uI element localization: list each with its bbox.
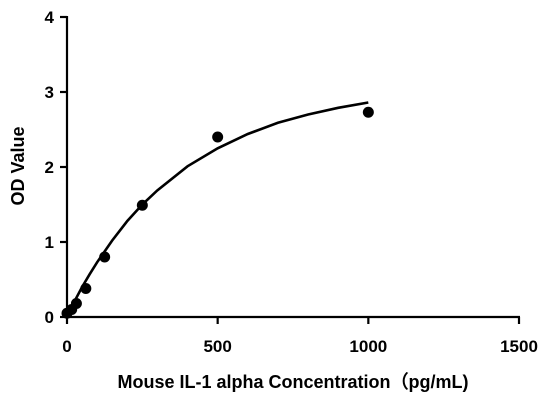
x-tick-label: 500	[203, 337, 231, 356]
x-axis-title: Mouse IL-1 alpha Concentration（pg/mL)	[117, 372, 468, 392]
y-axis-title: OD Value	[8, 126, 28, 205]
x-tick-label: 1500	[500, 337, 538, 356]
data-point	[70, 298, 82, 309]
y-axis-ticks: 0 1 2 3 4	[45, 8, 67, 327]
plot-area	[61, 101, 374, 319]
y-tick-label: 0	[45, 308, 54, 327]
data-point	[212, 131, 224, 143]
fit-curve	[65, 101, 369, 317]
axes	[65, 16, 520, 319]
data-point	[80, 283, 92, 294]
x-tick-label: 0	[62, 337, 71, 356]
y-tick-label: 2	[45, 158, 54, 177]
data-point	[99, 251, 111, 263]
x-axis-ticks: 0 500 1000 1500	[62, 317, 538, 356]
x-tick-label: 1000	[349, 337, 387, 356]
y-tick-label: 1	[45, 233, 54, 252]
y-tick-label: 3	[45, 83, 54, 102]
data-point	[136, 199, 148, 211]
y-tick-label: 4	[45, 8, 55, 27]
data-point	[362, 106, 374, 118]
